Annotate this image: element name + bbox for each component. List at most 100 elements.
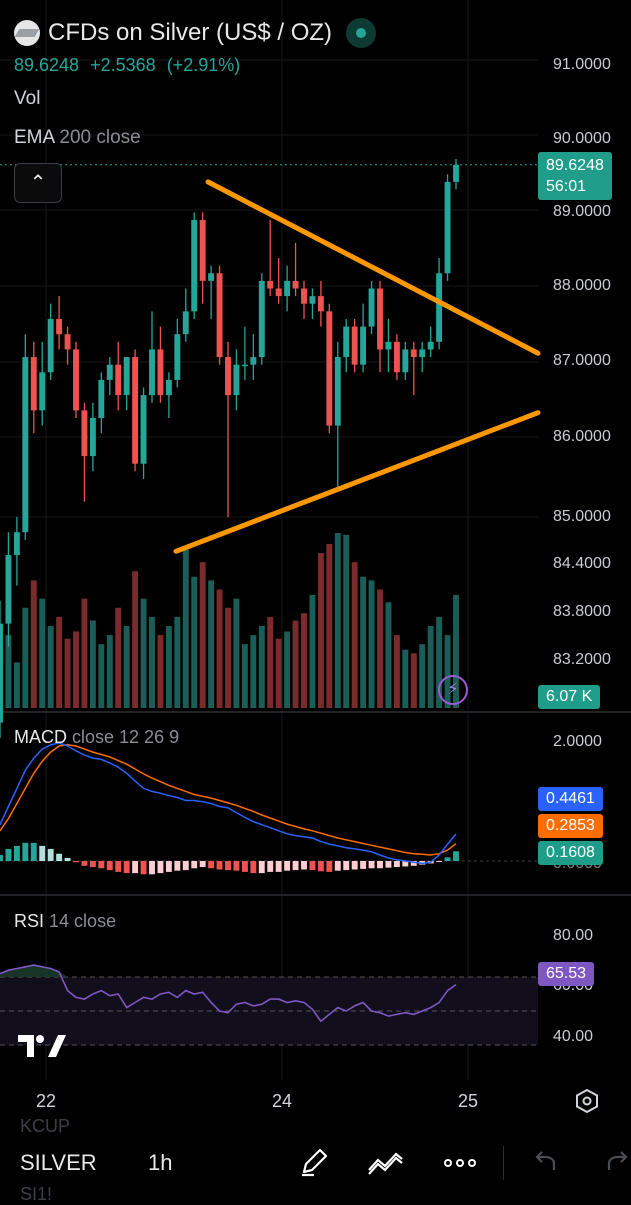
volume-bar [402, 649, 409, 708]
candle-body [216, 273, 223, 358]
more-options-icon[interactable] [442, 1146, 478, 1178]
candle-body [233, 364, 240, 396]
volume-bar [233, 598, 240, 708]
volume-bar [123, 625, 130, 708]
candle-body [360, 326, 367, 365]
volume-bar [73, 631, 79, 708]
price-axis-label: 83.8000 [553, 603, 611, 620]
volume-bar [317, 553, 324, 708]
volume-bar [368, 580, 375, 708]
next-symbol[interactable]: SI1! [20, 1184, 53, 1204]
volume-bar [275, 638, 282, 708]
macd-histogram-bar [301, 861, 307, 870]
market-open-icon[interactable] [346, 18, 377, 48]
rsi-legend[interactable]: RSI 14 close [14, 911, 116, 932]
macd-histogram-bar [284, 861, 291, 871]
timeframe-button[interactable]: 1h [148, 1150, 173, 1175]
price-axis-label: 89.0000 [553, 203, 611, 220]
price-axis-label: 85.0000 [553, 508, 611, 525]
candle-body [73, 349, 79, 411]
volume-bar [343, 534, 350, 708]
volume-bar [182, 547, 189, 708]
symbol-button[interactable]: SILVER [20, 1150, 97, 1175]
candle-body [301, 288, 307, 304]
macd-params: close 12 26 9 [72, 727, 180, 747]
rsi-tag: 65.53 [538, 962, 595, 986]
macd-legend[interactable]: MACD close 12 26 9 [14, 727, 179, 748]
rsi-overbought-fill [0, 965, 456, 977]
candle-body [368, 288, 375, 327]
candle-body [199, 219, 206, 281]
volume-bar [30, 580, 37, 708]
volume-bar [157, 635, 164, 708]
redo-icon[interactable] [604, 1146, 631, 1178]
macd-tag: 0.4461 [538, 787, 603, 811]
macd-histogram-bar [64, 857, 71, 861]
macd-histogram-bar [73, 861, 79, 863]
volume-bar [410, 653, 417, 708]
macd-signal-line [0, 744, 457, 856]
undo-icon[interactable] [532, 1146, 560, 1178]
candle-body [5, 555, 12, 624]
macd-histogram-bar [250, 861, 257, 874]
previous-symbol[interactable]: KCUP [20, 1116, 71, 1136]
volume-legend[interactable]: Vol [14, 88, 41, 109]
candle-body [284, 280, 291, 297]
macd-histogram-bar [81, 861, 88, 866]
macd-histogram-bar [351, 861, 358, 870]
price-axis-label: 83.2000 [553, 651, 611, 668]
symbol-title: CFDs on Silver (US$ / OZ) [48, 19, 333, 46]
macd-histogram-bar [385, 861, 392, 868]
candle-body [22, 357, 29, 533]
candle-body [377, 288, 383, 350]
volume-bar [132, 571, 139, 708]
macd-histogram-bar [56, 853, 63, 861]
volume-bar [64, 638, 71, 708]
lightning-icon[interactable]: ⚡ [438, 675, 468, 705]
volume-bar [284, 631, 291, 708]
candle-body [0, 623, 3, 723]
settings-hexagon-icon[interactable] [574, 1088, 600, 1114]
volume-bar [149, 616, 155, 708]
indicators-icon[interactable] [366, 1146, 406, 1178]
x-axis-label: 24 [272, 1091, 293, 1111]
volume-bar [241, 644, 248, 708]
candle-body [89, 417, 96, 457]
trendline-resistance [205, 179, 541, 356]
signal-tag: 0.2853 [538, 814, 603, 838]
pencil-icon[interactable] [298, 1146, 330, 1178]
collapse-legend-button[interactable]: ⌃ [14, 163, 62, 203]
candle-body [453, 164, 459, 182]
candle-body [123, 357, 130, 396]
rsi-line [0, 964, 457, 1023]
candle-body [343, 326, 350, 358]
macd-histogram-bar [216, 861, 223, 870]
ema-params: 200 close [59, 127, 141, 148]
candle-body [30, 357, 37, 411]
candle-body [419, 349, 426, 358]
ema-legend[interactable]: EMA 200 close [14, 127, 141, 149]
volume-bar [326, 543, 333, 708]
candle-body [56, 318, 63, 335]
tradingview-logo-icon[interactable] [18, 1033, 66, 1059]
macd-histogram-bar [343, 861, 350, 871]
candle-body [309, 296, 316, 304]
macd-histogram-bar [13, 845, 20, 861]
candle-body [132, 357, 139, 464]
macd-histogram-bar [157, 861, 164, 874]
chart-canvas[interactable] [0, 0, 631, 1118]
change-value: +2.5368 [90, 55, 156, 75]
macd-name: MACD [14, 727, 67, 747]
macd-histogram-bar [444, 857, 451, 861]
price-axis-label: 84.4000 [553, 555, 611, 572]
volume-bar [225, 607, 231, 708]
macd-histogram-bar [326, 861, 333, 872]
change-percent: (+2.91%) [166, 55, 241, 75]
symbol-header[interactable]: CFDs on Silver (US$ / OZ) [14, 18, 377, 48]
candle-body [436, 273, 443, 342]
volume-bar [292, 620, 299, 708]
macd-histogram-bar [174, 861, 181, 871]
volume-bar [393, 635, 400, 708]
last-price-tag: 89.6248 56:01 [538, 152, 612, 200]
candle-body [334, 357, 341, 426]
